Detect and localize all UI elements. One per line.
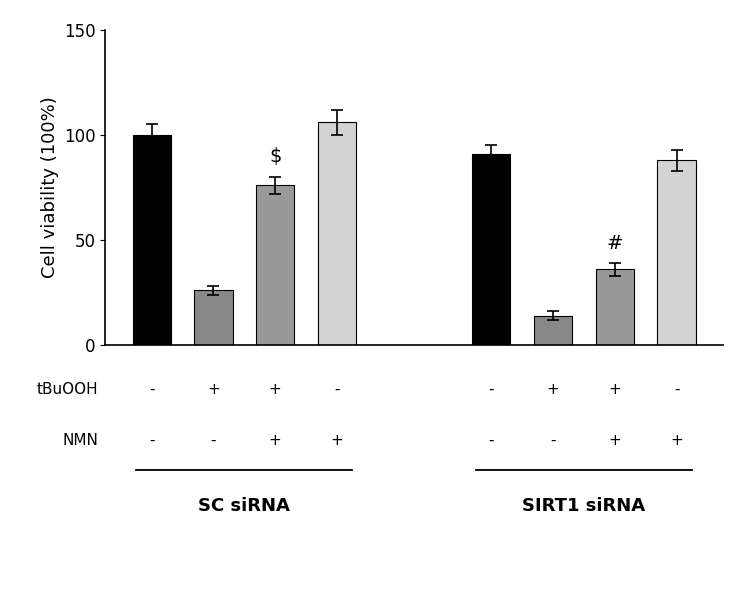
- Text: SC siRNA: SC siRNA: [198, 497, 291, 515]
- Text: +: +: [207, 382, 220, 397]
- Text: -: -: [149, 382, 154, 397]
- Bar: [534, 316, 572, 345]
- Bar: [194, 290, 233, 345]
- Text: -: -: [149, 433, 154, 448]
- Text: $: $: [269, 148, 282, 167]
- Bar: [657, 160, 696, 345]
- Bar: [256, 185, 294, 345]
- Text: tBuOOH: tBuOOH: [36, 382, 98, 397]
- Text: +: +: [269, 433, 282, 448]
- Text: #: #: [607, 234, 623, 253]
- Text: +: +: [269, 382, 282, 397]
- Text: NMN: NMN: [62, 433, 98, 448]
- Text: SIRT1 siRNA: SIRT1 siRNA: [523, 497, 645, 515]
- Bar: [596, 270, 634, 345]
- Text: +: +: [670, 433, 683, 448]
- Text: +: +: [331, 433, 343, 448]
- Text: -: -: [211, 433, 216, 448]
- Text: -: -: [489, 382, 494, 397]
- Text: -: -: [550, 433, 556, 448]
- Text: +: +: [608, 433, 621, 448]
- Bar: [318, 122, 356, 345]
- Text: -: -: [674, 382, 679, 397]
- Text: +: +: [608, 382, 621, 397]
- Text: +: +: [547, 382, 559, 397]
- Text: -: -: [489, 433, 494, 448]
- Text: -: -: [334, 382, 340, 397]
- Bar: [472, 154, 511, 345]
- Y-axis label: Cell viability (100%): Cell viability (100%): [41, 96, 59, 278]
- Bar: [133, 135, 171, 345]
